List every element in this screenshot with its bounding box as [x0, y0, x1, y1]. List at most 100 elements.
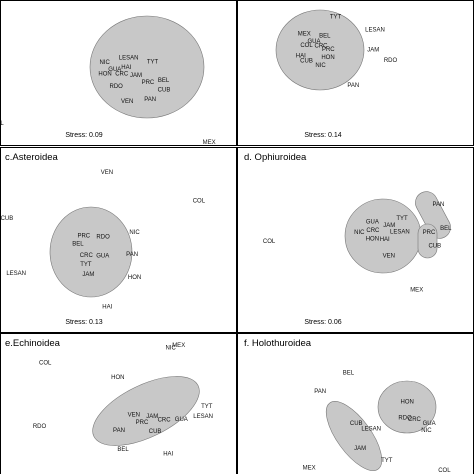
panel-b-site-col: COL [300, 43, 313, 49]
panel-f-title: f. Holothuroidea [244, 338, 312, 349]
panel-e-title: e.Echinoidea [5, 338, 61, 349]
panel-b-site-mex: MEX [298, 31, 311, 37]
panel-b-site-tyt: TYT [330, 15, 342, 21]
panel-c-site-crc: CRC [80, 253, 94, 259]
panel-a-site-hai: HAI [121, 65, 131, 71]
panel-b-site-lesan: LESAN [365, 28, 385, 34]
panel-d-site-lesan: LESAN [390, 229, 410, 235]
panel-d-group-ellipse [344, 198, 422, 274]
panel-a-site-ven: VEN [121, 99, 133, 105]
panel-e-group-ellipse [92, 376, 200, 446]
panel-b-group-ellipse [275, 9, 365, 91]
panel-e-site-nic: NIC [166, 345, 177, 351]
panel-a-site-nic: NIC [100, 60, 111, 66]
panel-a-site-bel: BEL [158, 78, 170, 84]
panel-d-group-capsule-lower [417, 223, 438, 259]
panel-d-site-pan: PAN [432, 202, 444, 208]
panel-f-site-cub: CUB [350, 421, 363, 427]
panel-f-site-nic: NIC [421, 428, 432, 434]
panel-d-site-bel: BEL [440, 226, 452, 232]
panel-e-site-col: COL [39, 360, 52, 366]
panel-c-site-col: COL [193, 199, 206, 205]
panel-d-site-tyt: TYT [396, 216, 408, 222]
panel-e-site-hon: HON [111, 375, 124, 381]
panel-c-site-nic: NIC [129, 230, 140, 236]
panel-d-site-prc: PRC [423, 230, 436, 236]
panel-c-site-gua: GUA [96, 253, 109, 259]
panel-c-site-hon: HON [128, 275, 141, 281]
panel-a-site-hon: HON [98, 71, 111, 77]
panel-f-site-gua: GUA [423, 421, 436, 427]
panel-e-site-bel: BEL [117, 447, 129, 453]
panel-d-site-jam: JAM [383, 223, 395, 229]
panel-e-site-gua: GUA [175, 417, 188, 423]
panel-e-site-tyt: TYT [201, 404, 213, 410]
panel-b-site-pan: PAN [347, 83, 359, 89]
panel-b-site-cub: CUB [300, 58, 313, 64]
panel-c-site-cub: CUB [1, 216, 14, 222]
panel-b-site-jam: JAM [367, 47, 379, 53]
panel-f-site-bel: BEL [343, 370, 355, 376]
panel-b-site-gua: GUA [307, 39, 320, 45]
panel-b-site-bel: BEL [319, 33, 331, 39]
panel-a-group-ellipse [89, 15, 205, 119]
panel-e-site-pan: PAN [113, 428, 125, 434]
panel-f-site-lesan: LESAN [361, 427, 381, 433]
panel-b-site-hon: HON [321, 55, 334, 61]
panel-d-group-capsule-upper [415, 191, 451, 239]
panel-d-title: d. Ophiuroidea [244, 152, 307, 163]
panel-d-site-col: COL [263, 239, 276, 245]
panel-a-site-jam: JAM [130, 73, 142, 79]
panel-c-site-hai: HAI [102, 305, 112, 311]
panel-a-site-col: COL [0, 121, 4, 127]
panel-a-site-cub: CUB [158, 87, 171, 93]
panel-b-stress-label: Stress: 0.14 [304, 132, 341, 139]
panel-a-site-rdo: RDO [110, 84, 124, 90]
panel-a-frame [0, 0, 237, 146]
panel-c-site-mex: MEX [172, 343, 185, 349]
panel-f-site-pan: PAN [314, 389, 326, 395]
panel-b-site-prc: PRC [322, 47, 335, 53]
panel-d-site-gua: GUA [366, 219, 379, 225]
panel-b-site-nic: NIC [315, 63, 326, 69]
panel-c-site-prc: PRC [77, 234, 90, 240]
panel-f-site-jam: JAM [354, 446, 366, 452]
panel-a-site-crc: CRC [115, 71, 129, 77]
panel-e-site-prc: PRC [136, 420, 149, 426]
panel-c-site-jam: JAM [82, 272, 94, 278]
panel-c-site-bel: BEL [72, 242, 84, 248]
panel-d-site-crc: CRC [366, 228, 380, 234]
panel-e-site-hai: HAI [163, 452, 173, 458]
panel-e-site-rdo: RDO [33, 424, 47, 430]
panel-d-site-ven: VEN [383, 253, 395, 259]
panel-c-site-pan: PAN [126, 252, 138, 258]
panel-a-stress-label: Stress: 0.09 [65, 132, 102, 139]
panel-d-site-hai: HAI [380, 237, 390, 243]
panel-d-site-nic: NIC [354, 230, 365, 236]
panel-c-site-lesan: LESAN [6, 271, 26, 277]
panel-a-site-mex: MEX [203, 140, 216, 146]
panel-f-site-mex: MEX [303, 465, 316, 471]
panel-a-site-tyt: TYT [147, 59, 159, 65]
panel-e-site-lesan: LESAN [193, 414, 213, 420]
panel-d-site-hon: HON [366, 237, 379, 243]
panel-f-group-ellipse-left [325, 401, 383, 471]
panel-a-site-lesan: LESAN [119, 56, 139, 62]
panel-d-stress-label: Stress: 0.06 [304, 319, 341, 326]
panel-e-site-ven: VEN [128, 413, 140, 419]
panel-c-title: c.Asteroidea [5, 152, 59, 163]
panel-f-group-ellipse-right [377, 380, 437, 434]
panel-e-site-cub: CUB [149, 429, 162, 435]
panel-c-site-ven: VEN [101, 170, 113, 176]
panel-d-site-mex: MEX [410, 288, 423, 294]
panel-b-site-rdo: RDO [384, 58, 398, 64]
panel-d-site-cub: CUB [428, 243, 441, 249]
panel-e-site-jam: JAM [146, 414, 158, 420]
panel-f-site-hon: HON [401, 399, 414, 405]
panel-c-site-tyt: TYT [80, 262, 92, 268]
panel-e-frame [0, 333, 237, 474]
panel-a-site-gua: GUA [108, 67, 121, 73]
panel-f-site-crc: CRC [408, 417, 422, 423]
